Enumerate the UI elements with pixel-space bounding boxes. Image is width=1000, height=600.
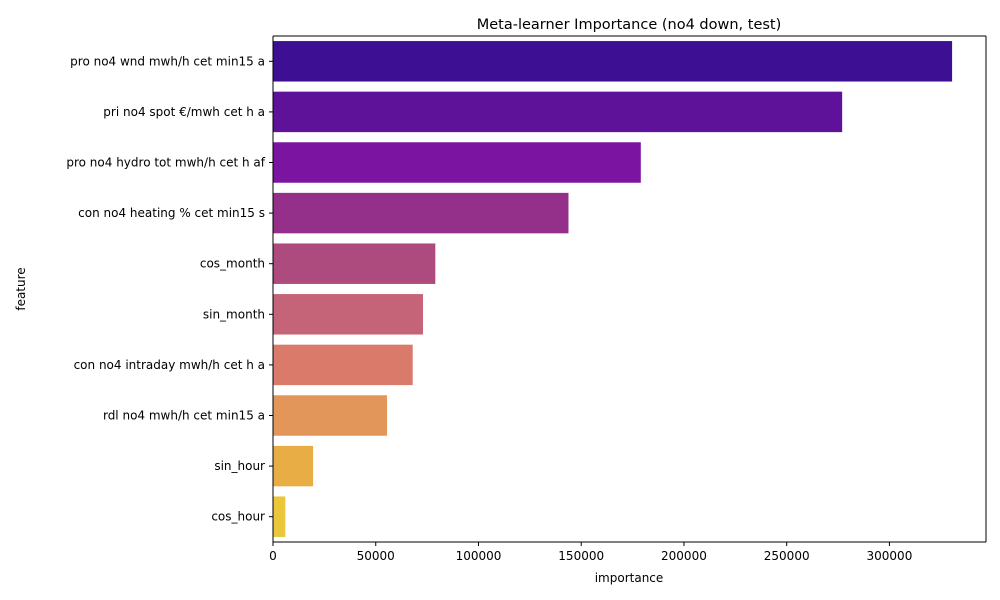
x-tick-label: 200000 xyxy=(661,549,707,563)
y-tick-label: pro no4 hydro tot mwh/h cet h af xyxy=(66,156,265,170)
y-tick-label: cos_hour xyxy=(211,510,265,524)
y-tick-label: pro no4 wnd mwh/h cet min15 a xyxy=(70,54,265,68)
bar xyxy=(273,294,423,335)
x-tick-label: 150000 xyxy=(558,549,604,563)
bar xyxy=(273,445,314,487)
bar xyxy=(273,142,641,183)
y-tick-label: sin_month xyxy=(203,307,265,321)
bar xyxy=(273,344,413,386)
x-tick-label: 300000 xyxy=(867,549,913,563)
y-tick-label: pri no4 spot €/mwh cet h a xyxy=(103,105,265,119)
x-tick-label: 250000 xyxy=(764,549,810,563)
y-tick-label: con no4 heating % cet min15 s xyxy=(78,206,265,220)
y-tick-label: cos_month xyxy=(200,257,265,271)
chart-title: Meta-learner Importance (no4 down, test) xyxy=(477,17,782,33)
x-ticks-group: 0 50000 100000 150000 200000 250000 300000 xyxy=(269,542,912,563)
bar xyxy=(273,496,286,537)
y-axis-label: feature xyxy=(14,267,28,310)
x-tick-label: 50000 xyxy=(357,549,395,563)
bar xyxy=(273,192,569,234)
bar xyxy=(273,395,388,436)
x-axis-label: importance xyxy=(595,571,664,585)
y-tick-label: rdl no4 mwh/h cet min15 a xyxy=(103,409,265,423)
y-ticks-group: pro no4 wnd mwh/h cet min15 a pri no4 spo… xyxy=(66,54,273,524)
y-tick-label: con no4 intraday mwh/h cet h a xyxy=(74,358,265,372)
bar xyxy=(273,41,953,82)
bar xyxy=(273,91,843,133)
x-tick-label: 100000 xyxy=(456,549,502,563)
bars-group xyxy=(273,41,953,537)
bar xyxy=(273,243,436,284)
x-tick-label: 0 xyxy=(269,549,277,563)
y-tick-label: sin_hour xyxy=(214,459,265,473)
